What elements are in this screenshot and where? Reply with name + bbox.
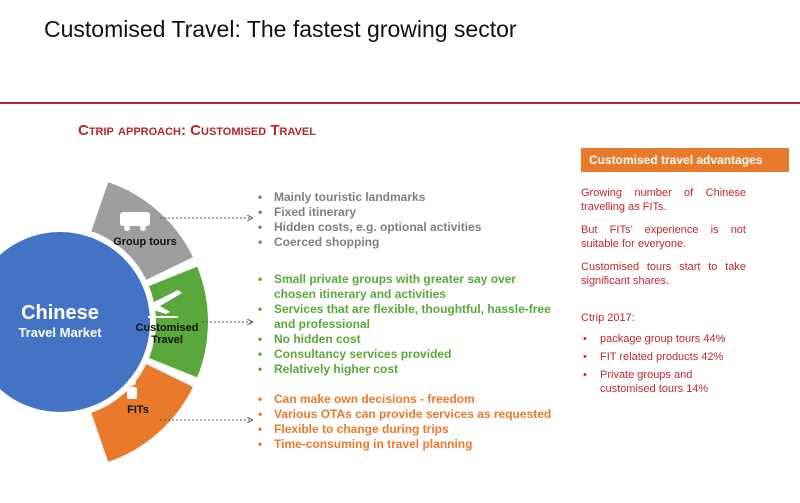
bus-icon [120, 212, 150, 231]
segment-label: Group tours [113, 236, 177, 248]
list-title: Ctrip 2017: [581, 312, 635, 324]
bullet-item: Mainly touristic landmarks [258, 190, 558, 205]
plane-icon [148, 290, 182, 318]
diagram [0, 182, 580, 462]
center-line: Chinese [21, 302, 99, 324]
subtitle: Ctrip approach: Customised Travel [78, 122, 316, 139]
bullet-item: Coerced shopping [258, 235, 558, 250]
stat-item: Private groups and customised tours 14% [581, 368, 745, 396]
bullet-item: Can make own decisions - freedom [258, 392, 558, 407]
paragraphs: Growing number of Chinese travelling as … [581, 186, 789, 288]
bullet-item: No hidden cost [258, 332, 558, 347]
bullet-item: Hidden costs, e.g. optional activities [258, 220, 558, 235]
bullet-item: Various OTAs can provide services as req… [258, 407, 558, 422]
ring-segment [91, 364, 193, 462]
paragraph: Customised tours start to take significa… [581, 261, 746, 287]
divider [0, 102, 800, 104]
bullet-item: Fixed itinerary [258, 205, 558, 220]
segment-label: FITs [127, 404, 149, 416]
slide-title: Customised Travel: The fastest growing s… [44, 16, 517, 42]
panel-header: Customised travel advantages [581, 148, 789, 172]
advantages-panel: Customised travel advantages Growing num… [581, 148, 789, 400]
bullet-item: Flexible to change during trips [258, 422, 558, 437]
center-label: Chinese Travel Market [0, 302, 120, 340]
ring-segment [91, 182, 193, 280]
paragraph: Growing number of Chinese travelling as … [581, 187, 746, 213]
person-icon [127, 378, 137, 399]
paragraph: But FITs’ experience is not suitable for… [581, 224, 746, 250]
bullet-list: Mainly touristic landmarksFixed itinerar… [258, 190, 558, 250]
bullet-item: Time-consuming in travel planning [258, 437, 558, 452]
center-circle [0, 232, 150, 412]
bullet-item: Relatively higher cost [258, 362, 558, 377]
bullet-item: Services that are flexible, thoughtful, … [258, 302, 558, 332]
bullet-list: Small private groups with greater say ov… [258, 272, 558, 377]
stat-item: package group tours 44% [581, 332, 745, 346]
ring-segment [149, 266, 208, 378]
bullet-item: Consultancy services provided [258, 347, 558, 362]
bullet-item: Small private groups with greater say ov… [258, 272, 558, 302]
center-line: Travel Market [18, 325, 102, 340]
stat-item: FIT related products 42% [581, 350, 745, 364]
segment-label: Customised Travel [135, 322, 199, 346]
stats-list: package group tours 44% FIT related produ… [581, 332, 789, 396]
bullet-list: Can make own decisions - freedomVarious … [258, 392, 558, 452]
